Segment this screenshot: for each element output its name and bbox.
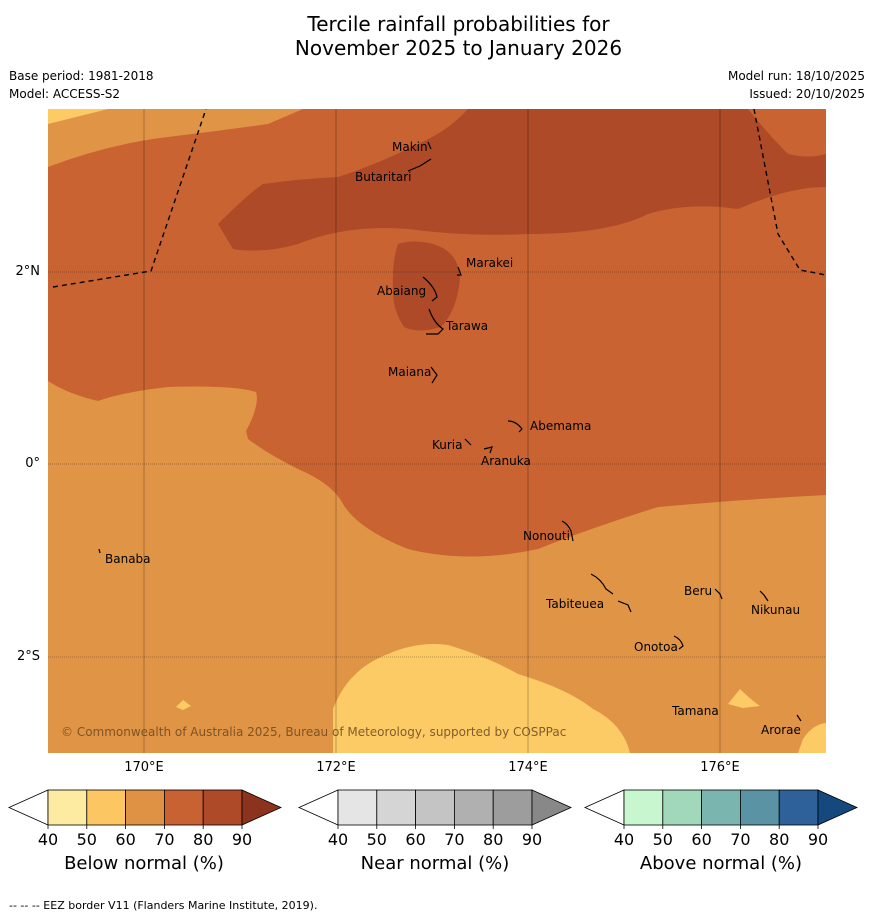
colorbar-tick-label: 40	[328, 830, 348, 849]
colorbar-segment	[739, 789, 780, 826]
region-below-40-50-south	[333, 644, 630, 753]
map-panel: Makin Butaritari Marakei Abaiang Tarawa …	[48, 109, 826, 753]
place-label: Maiana	[388, 365, 431, 379]
place-label: Tabiteuea	[545, 597, 604, 611]
colorbar-tick-label: 40	[614, 830, 634, 849]
colorbar-tick-label: 60	[691, 830, 711, 849]
colorbar-tick-label: 70	[154, 830, 174, 849]
region-below-70-80-blob	[392, 241, 460, 331]
place-label: Onotoa	[634, 640, 678, 654]
place-label: Arorae	[761, 723, 801, 737]
region-below-40-50-nw	[48, 109, 108, 124]
place-label: Banaba	[105, 552, 151, 566]
colorbar-segment	[778, 789, 819, 826]
place-label: Aranuka	[481, 454, 531, 468]
eez-border	[52, 109, 826, 288]
colorbar-extend-low	[584, 789, 625, 826]
model-name: Model: ACCESS-S2	[9, 87, 121, 101]
colorbar-segment	[701, 789, 741, 826]
lon-label-172e: 172°E	[316, 760, 356, 775]
colorbar-segment	[453, 789, 494, 826]
colorbar-title-above: Above normal (%)	[639, 853, 803, 874]
colorbar-tick-label: 50	[653, 830, 673, 849]
place-labels: Makin Butaritari Marakei Abaiang Tarawa …	[105, 140, 801, 737]
colorbar-above-normal: 40 50 60 70 80 90	[584, 789, 858, 849]
place-label: Abemama	[530, 419, 591, 433]
colorbar-extend-high	[241, 789, 282, 826]
colorbar-tick-label: 50	[367, 830, 387, 849]
colorbar-segment	[86, 789, 127, 826]
title-line-1: Tercile rainfall probabilities for	[307, 12, 610, 36]
place-label: Makin	[392, 140, 428, 154]
lon-label-176e: 176°E	[700, 760, 740, 775]
lat-label-0: 0°	[25, 456, 40, 471]
place-label: Butaritari	[355, 170, 412, 184]
colorbar-title-below: Below normal (%)	[64, 853, 224, 874]
colorbar-segment	[376, 789, 417, 826]
colorbar-tick-label: 90	[522, 830, 542, 849]
map-svg: Makin Butaritari Marakei Abaiang Tarawa …	[48, 109, 826, 753]
colorbar-tick-label: 90	[808, 830, 828, 849]
region-below-40-50-islet	[728, 689, 760, 708]
title-line-2: November 2025 to January 2026	[294, 36, 623, 60]
colorbar-tick-label: 60	[115, 830, 135, 849]
colorbar-tick-label: 60	[405, 830, 425, 849]
colorbar-extend-low	[8, 789, 49, 826]
place-label: Tarawa	[445, 319, 488, 333]
lat-label-2n: 2°N	[15, 264, 41, 279]
copyright-notice: © Commonwealth of Australia 2025, Bureau…	[61, 725, 566, 739]
colorbar-extend-low	[298, 789, 339, 826]
colorbar-tick-label: 80	[769, 830, 789, 849]
colorbar-segment	[163, 789, 204, 826]
colorbar-segment	[125, 789, 165, 826]
region-below-40-50-se	[798, 723, 826, 753]
place-label: Nonouti	[523, 529, 570, 543]
colorbar-segment	[492, 789, 533, 826]
colorbar-title-near: Near normal (%)	[360, 853, 510, 874]
island-outlines	[98, 141, 802, 722]
colorbar-segment	[415, 789, 455, 826]
lat-gridlines	[48, 271, 826, 658]
place-label: Marakei	[466, 256, 513, 270]
colorbar-segment	[623, 789, 664, 826]
region-below-70-80-north	[218, 109, 826, 251]
eez-footnote: -- -- -- EEZ border V11 (Flanders Marine…	[9, 899, 318, 912]
region-below-40-50-small	[176, 700, 191, 710]
colorbar-tick-label: 40	[38, 830, 58, 849]
lat-label-2s: 2°S	[16, 649, 40, 664]
place-label: Nikunau	[751, 603, 800, 617]
colorbar-segment	[47, 789, 88, 826]
lon-label-170e: 170°E	[124, 760, 164, 775]
colorbar-segment	[662, 789, 703, 826]
colorbar-tick-label: 70	[730, 830, 750, 849]
issued-date: Issued: 20/10/2025	[749, 87, 865, 101]
place-label: Abaiang	[377, 284, 426, 298]
gridlines	[143, 109, 721, 753]
model-run: Model run: 18/10/2025	[727, 69, 865, 83]
place-label: Beru	[684, 584, 712, 598]
colorbar-tick-label: 80	[483, 830, 503, 849]
base-period: Base period: 1981-2018	[9, 69, 154, 83]
meta-left: Base period: 1981-2018 Model: ACCESS-S2	[9, 67, 154, 103]
colorbar-extend-high	[817, 789, 858, 826]
map-title: Tercile rainfall probabilities for Novem…	[0, 12, 873, 60]
colorbar-tick-label: 80	[193, 830, 213, 849]
colorbar-segment	[202, 789, 243, 826]
colorbar-extend-high	[531, 789, 572, 826]
colorbar-near-normal: 40 50 60 70 80 90	[298, 789, 572, 849]
lon-label-174e: 174°E	[508, 760, 548, 775]
colorbar-tick-label: 50	[77, 830, 97, 849]
place-label: Kuria	[432, 438, 463, 452]
meta-right: Model run: 18/10/2025 Issued: 20/10/2025	[728, 67, 865, 103]
colorbar-segment	[337, 789, 378, 826]
colorbar-tick-label: 90	[232, 830, 252, 849]
colorbar-tick-label: 70	[444, 830, 464, 849]
colorbar-below-normal: 40 50 60 70 80 90	[8, 789, 282, 849]
place-label: Tamana	[671, 704, 719, 718]
